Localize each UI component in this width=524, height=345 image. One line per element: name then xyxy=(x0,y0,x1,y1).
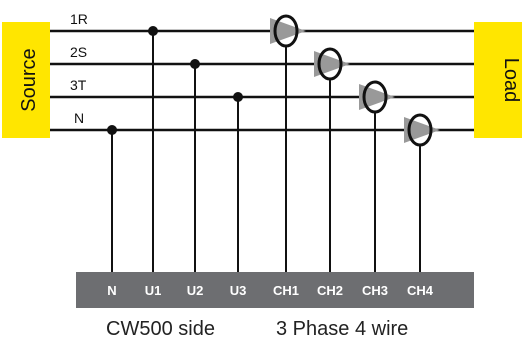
line-label-1r: 1R xyxy=(70,11,88,27)
line-label-n: N xyxy=(74,110,84,126)
terminal-label-u3: U3 xyxy=(230,283,247,298)
clamp-ch3 xyxy=(359,80,395,114)
clamp-ch2 xyxy=(314,47,350,81)
line-label-3t: 3T xyxy=(70,77,87,93)
terminal-label-ch1: CH1 xyxy=(273,283,299,298)
terminal-bar xyxy=(76,272,474,308)
load-label: Load xyxy=(500,58,522,103)
connection-dot-u2 xyxy=(190,59,200,69)
terminal-label-ch3: CH3 xyxy=(362,283,388,298)
caption-wiring-type: 3 Phase 4 wire xyxy=(276,318,409,340)
clamp-ch1 xyxy=(270,14,306,48)
clamp-ch4 xyxy=(404,113,440,147)
terminal-label-ch4: CH4 xyxy=(407,283,434,298)
source-label: Source xyxy=(18,48,40,111)
terminal-label-ch2: CH2 xyxy=(317,283,343,298)
clamp-arrow-icon xyxy=(404,117,440,143)
connection-dot-n xyxy=(107,125,117,135)
clamp-arrow-icon xyxy=(270,18,306,44)
line-label-2s: 2S xyxy=(70,44,87,60)
clamp-arrow-icon xyxy=(314,51,350,77)
clamp-ring-icon xyxy=(362,80,388,114)
load-box xyxy=(474,22,522,138)
clamp-arrow-icon xyxy=(359,84,395,110)
clamp-ring-icon xyxy=(317,47,343,81)
clamp-ring-icon xyxy=(407,113,433,147)
caption-device-side: CW500 side xyxy=(106,318,215,340)
terminal-label-u2: U2 xyxy=(187,283,204,298)
terminal-label-n: N xyxy=(107,283,116,298)
clamp-ring-icon xyxy=(273,14,299,48)
connection-dot-u3 xyxy=(233,92,243,102)
source-box xyxy=(2,22,50,138)
connection-dot-u1 xyxy=(148,26,158,36)
terminal-label-u1: U1 xyxy=(145,283,162,298)
